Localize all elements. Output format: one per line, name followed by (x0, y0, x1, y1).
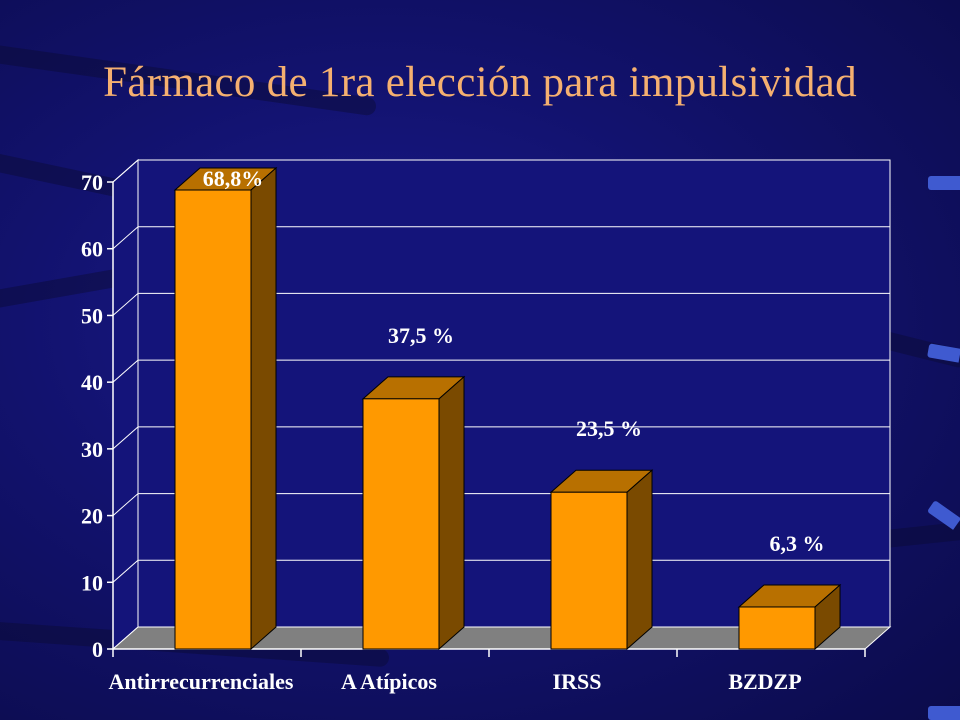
bar-side (250, 166, 277, 651)
data-label: 23,5 % (576, 416, 642, 441)
x-tick-label: Antirrecurrenciales (109, 669, 294, 694)
data-label: 37,5 % (388, 323, 454, 348)
side-tab (928, 176, 960, 190)
bar (550, 491, 628, 650)
side-tab (928, 706, 960, 720)
y-tick-label: 20 (81, 504, 103, 529)
data-label: 68,8% (203, 166, 264, 191)
gridline-side (112, 159, 139, 183)
y-tick-label: 50 (81, 303, 103, 328)
y-tick-label: 30 (81, 437, 103, 462)
slide-title: Fármaco de 1ra elección para impulsivida… (103, 59, 857, 106)
gridline-side (112, 226, 139, 250)
gridline-side (112, 559, 139, 583)
gridline-side (112, 359, 139, 383)
y-tick-label: 60 (81, 237, 103, 262)
y-tick-label: 40 (81, 370, 103, 395)
side-wall (112, 158, 139, 651)
bar (738, 606, 816, 650)
y-tick-label: 0 (92, 637, 103, 662)
x-tick-label: IRSS (553, 669, 602, 694)
gridline-side (112, 293, 139, 316)
bar-side (626, 469, 653, 651)
x-tick-label: A Atípicos (341, 669, 437, 694)
y-tick-label: 70 (81, 170, 103, 195)
x-tick-label: BZDZP (728, 669, 801, 694)
data-label: 6,3 % (770, 531, 825, 556)
gridline-side (112, 493, 139, 516)
bar (174, 189, 252, 650)
bar-side (438, 375, 465, 651)
y-tick-label: 10 (81, 570, 103, 595)
gridline-side (112, 426, 139, 450)
bar (362, 398, 440, 650)
